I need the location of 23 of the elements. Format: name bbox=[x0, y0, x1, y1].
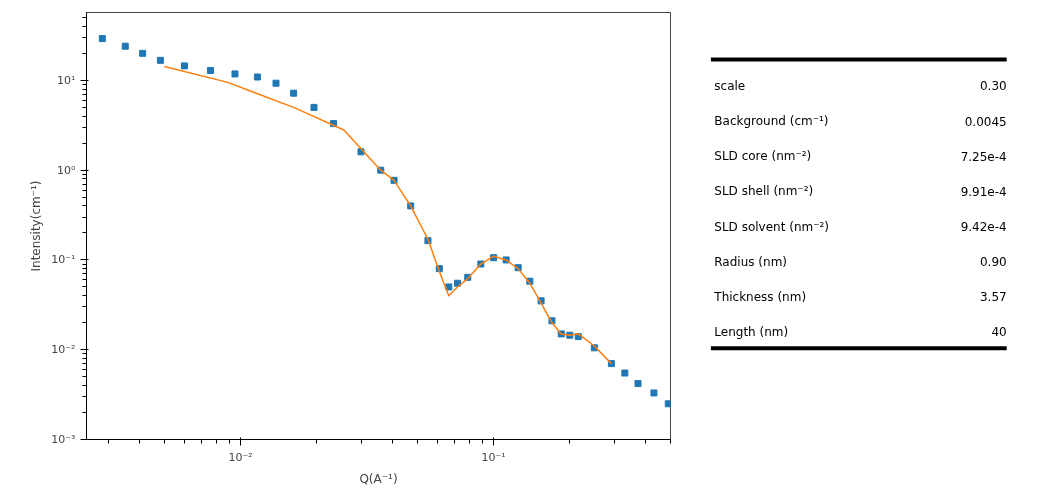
y-tick-label: 10¹ bbox=[57, 73, 76, 87]
text: 9.91e-4 bbox=[960, 184, 1007, 199]
text: 40 bbox=[991, 325, 1007, 340]
text: Thickness (nm) bbox=[713, 289, 807, 304]
x-axis-title: Q(A⁻¹) bbox=[359, 471, 398, 486]
text: 0.90 bbox=[979, 255, 1007, 270]
text: 9.42e-4 bbox=[960, 220, 1007, 235]
y-tick-label: 10⁻³ bbox=[51, 433, 76, 446]
text: scale bbox=[714, 78, 746, 93]
y-axis-title: Intensity(cm⁻¹) bbox=[29, 180, 44, 272]
text: Length (nm) bbox=[714, 324, 789, 339]
text: 0.0045 bbox=[964, 114, 1007, 129]
y-tick-label: 10⁻¹ bbox=[51, 253, 76, 267]
y-tick-label: 10⁻² bbox=[51, 343, 76, 357]
text: 7.25e-4 bbox=[960, 149, 1007, 164]
text: 0.30 bbox=[979, 79, 1007, 94]
y-tick-label: 10⁰ bbox=[57, 163, 77, 177]
text: Radius (nm) bbox=[714, 254, 788, 269]
text: Background (cm⁻¹) bbox=[714, 114, 829, 129]
text: SLD solvent (nm⁻²) bbox=[714, 219, 829, 234]
text: 3.57 bbox=[979, 290, 1007, 305]
text: SLD shell (nm⁻²) bbox=[714, 184, 814, 199]
text: SLD core (nm⁻²) bbox=[714, 149, 812, 164]
